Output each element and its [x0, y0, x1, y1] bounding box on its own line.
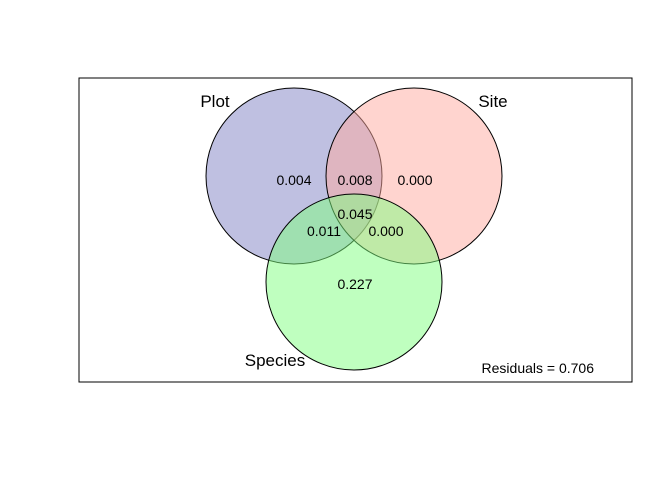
value-site-species: 0.000 — [368, 223, 403, 239]
residuals-label: Residuals = 0.706 — [482, 360, 595, 376]
species-circle — [265, 193, 443, 371]
value-all-three: 0.045 — [337, 206, 372, 222]
value-plot-species: 0.011 — [307, 223, 341, 239]
value-plot-only: 0.004 — [276, 172, 311, 188]
set-label-species: Species — [245, 351, 305, 370]
plot-frame — [78, 77, 633, 383]
value-plot-site: 0.008 — [337, 172, 372, 188]
set-label-site: Site — [478, 92, 507, 111]
set-label-plot: Plot — [200, 92, 230, 111]
value-site-only: 0.000 — [397, 172, 432, 188]
value-species-only: 0.227 — [337, 276, 372, 292]
